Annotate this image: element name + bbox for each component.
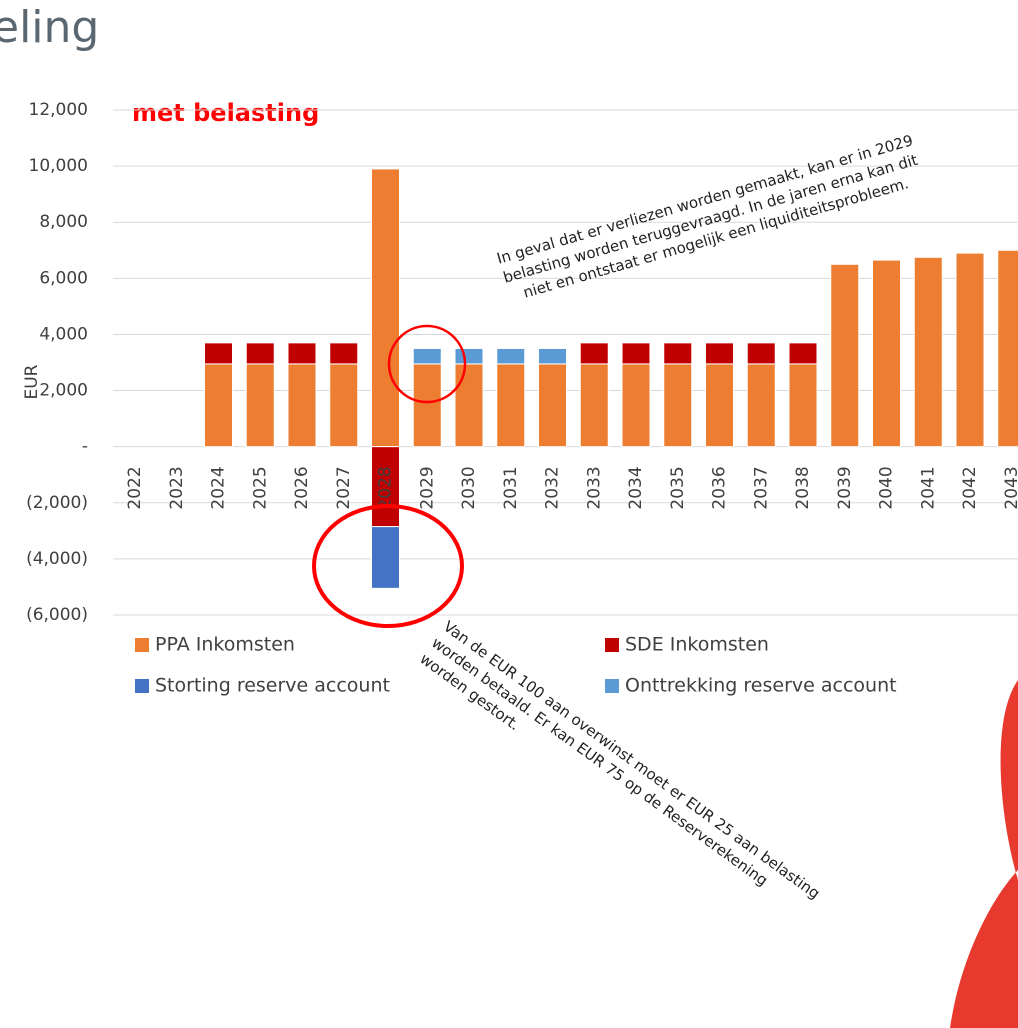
x-tick-label: 2023: [167, 466, 187, 509]
x-tick-label: 2029: [417, 466, 437, 509]
bar: [204, 363, 233, 448]
x-tick-label: 2041: [918, 466, 938, 509]
bar: [496, 347, 526, 365]
y-tick-label: (4,000): [26, 549, 88, 569]
legend-label: PPA Inkomsten: [155, 634, 295, 656]
bar: [329, 342, 359, 365]
y-tick-label: 4,000: [39, 324, 88, 344]
y-tick-label: 8,000: [39, 212, 88, 232]
bar: [538, 363, 567, 448]
x-tick-label: 2031: [501, 466, 521, 509]
x-tick-label: 2039: [835, 466, 855, 509]
x-tick-label: 2022: [125, 466, 145, 509]
bar: [496, 363, 526, 448]
bar: [872, 259, 901, 448]
y-axis-label: EUR: [22, 364, 42, 399]
legend-label: Storting reserve account: [155, 675, 390, 697]
x-tick-label: 2034: [626, 466, 646, 509]
x-tick-label: 2027: [334, 466, 354, 509]
x-tick-label: 2037: [751, 466, 771, 509]
bar: [371, 168, 400, 448]
x-tick-label: 2033: [584, 466, 604, 509]
bar: [705, 342, 734, 365]
legend-swatch: [605, 679, 619, 693]
annotation: Van de EUR 100 aan overwinst moet er EUR…: [416, 617, 823, 902]
x-tick-label: 2026: [292, 466, 312, 509]
bar: [913, 256, 943, 448]
bar: [579, 363, 609, 448]
bar: [371, 446, 400, 528]
highlight-circle: [387, 324, 467, 404]
bar: [746, 342, 776, 365]
y-tick-label: 12,000: [29, 100, 88, 120]
bar: [663, 363, 693, 448]
bar: [621, 363, 651, 448]
bar: [955, 252, 985, 448]
y-tick-label: 2,000: [39, 381, 88, 401]
x-tick-label: 2032: [543, 466, 563, 509]
legend-swatch: [135, 679, 149, 693]
x-tick-label: 2038: [793, 466, 813, 509]
bar: [830, 263, 860, 448]
x-tick-label: 2043: [1002, 466, 1018, 509]
legend-label: SDE Inkomsten: [625, 634, 769, 656]
bar: [621, 342, 651, 365]
y-tick-label: (6,000): [26, 605, 88, 625]
highlight-circle: [312, 504, 464, 628]
x-tick-label: 2028: [376, 466, 396, 509]
x-tick-label: 2036: [710, 466, 730, 509]
bar: [371, 526, 400, 589]
bar: [997, 249, 1018, 448]
bar: [245, 342, 275, 365]
bar: [663, 342, 693, 365]
bar: [746, 363, 776, 448]
annotation: In geval dat er verliezen worden gemaakt…: [495, 131, 920, 301]
bar: [454, 363, 484, 448]
bar: [412, 363, 442, 448]
legend-swatch: [135, 638, 149, 652]
y-tick-label: 10,000: [29, 156, 88, 176]
y-tick-label: 6,000: [39, 268, 88, 288]
bar: [788, 342, 818, 365]
bar: [287, 363, 317, 448]
subtitle: met belasting: [132, 99, 319, 127]
legend-swatch: [605, 638, 619, 652]
x-tick-label: 2035: [668, 466, 688, 509]
x-tick-label: 2040: [877, 466, 897, 509]
decoration: [950, 680, 1018, 1028]
bar: [538, 347, 567, 365]
x-tick-label: 2025: [250, 466, 270, 509]
annotation-text: Van de EUR 100 aan overwinst moet er EUR…: [440, 617, 823, 902]
x-tick-label: 2042: [960, 466, 980, 509]
bar: [788, 363, 818, 448]
annotation-text: worden betaald. Er kan EUR 75 op de Rese…: [428, 633, 771, 889]
slide-title: eling: [0, 2, 99, 53]
bars: [204, 168, 1018, 589]
y-tick-label: (2,000): [26, 493, 88, 513]
bar: [204, 342, 233, 365]
bar: [329, 363, 359, 448]
bar: [287, 342, 317, 365]
y-tick-label: -: [82, 437, 88, 457]
x-tick-label: 2030: [459, 466, 479, 509]
x-tick-label: 2024: [209, 466, 229, 509]
bar: [705, 363, 734, 448]
bar: [245, 363, 275, 448]
legend-label: Onttrekking reserve account: [625, 675, 897, 697]
bar: [579, 342, 609, 365]
bar: [412, 347, 442, 365]
bar: [454, 347, 484, 365]
